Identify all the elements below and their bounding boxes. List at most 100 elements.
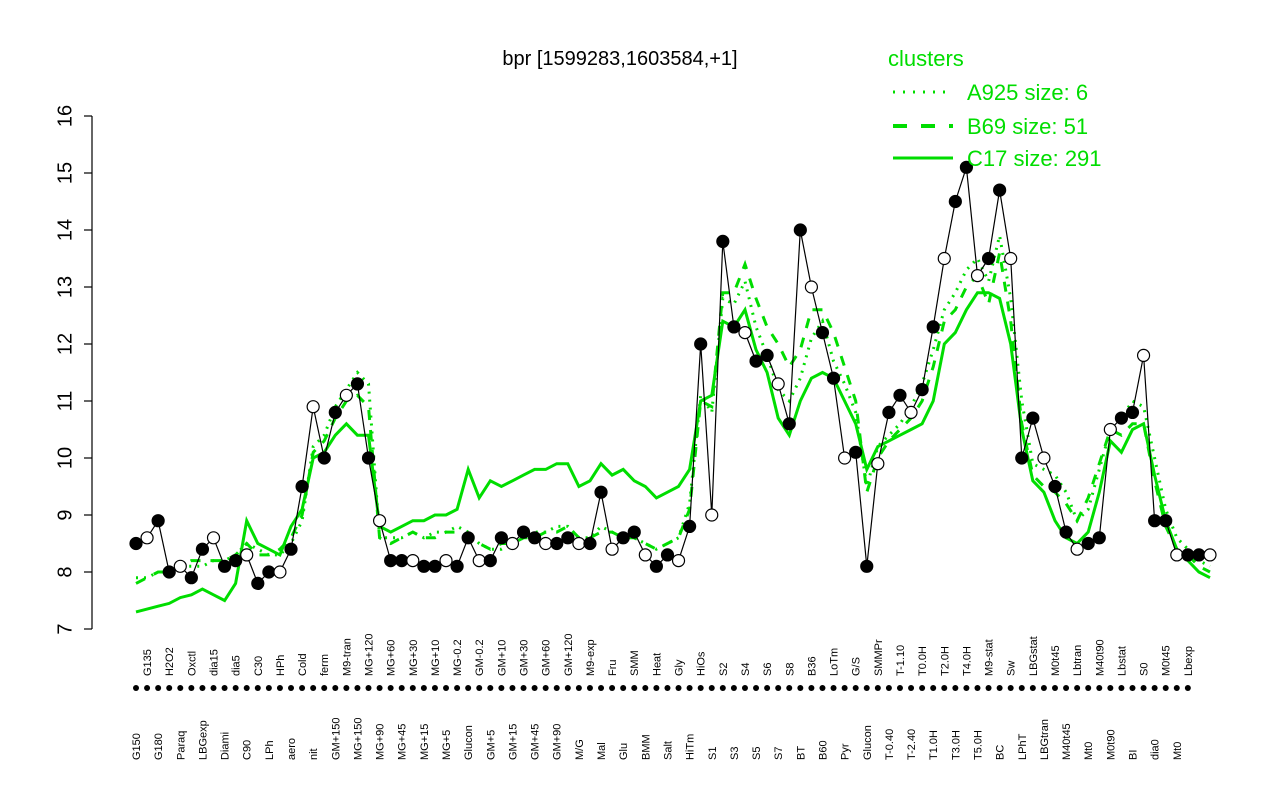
x-tick-label: M9-tran — [341, 638, 353, 676]
x-tick-dot — [564, 685, 571, 691]
x-tick-label: BC — [995, 745, 1007, 760]
x-tick-label: LBGexp — [197, 720, 209, 760]
x-tick-label: LPhT — [1017, 733, 1029, 760]
x-tick-label: HiTm — [685, 734, 697, 760]
x-tick-label: H2O2 — [164, 647, 176, 676]
data-point — [727, 320, 741, 334]
x-tick-dot — [653, 685, 660, 691]
x-tick-dot — [719, 685, 726, 691]
x-tick-dot — [276, 685, 283, 691]
x-tick-label: GM+150 — [330, 718, 342, 761]
x-tick-label: MG+30 — [408, 640, 420, 676]
data-point — [173, 559, 187, 573]
x-tick-dot — [553, 685, 560, 691]
x-tick-dot — [321, 685, 328, 691]
data-point — [184, 571, 198, 585]
data-point — [505, 536, 520, 551]
x-tick-label: Cold — [297, 653, 309, 676]
data-point — [295, 479, 309, 494]
x-tick-label: S1 — [707, 747, 719, 760]
x-tick-dot — [609, 685, 616, 691]
data-point — [428, 559, 442, 573]
data-point — [1170, 548, 1184, 562]
x-tick-dot — [1029, 685, 1036, 691]
x-tick-label: T4.0H — [961, 646, 973, 676]
x-tick-label: GM+5 — [485, 730, 497, 760]
x-tick-label: M/G — [574, 739, 586, 760]
x-tick-dot — [885, 685, 892, 691]
data-point — [1015, 451, 1029, 465]
data-point — [782, 417, 796, 431]
data-point — [694, 337, 708, 351]
x-tick-label: Heat — [651, 653, 663, 676]
x-tick-dot — [166, 685, 173, 691]
y-tick-label: 9 — [54, 509, 76, 520]
series-lines — [135, 235, 1211, 614]
x-tick-dot — [631, 685, 638, 691]
x-tick-label: LoTm — [829, 648, 841, 676]
data-point — [217, 559, 232, 573]
x-tick-label: S4 — [740, 663, 752, 676]
data-point — [926, 320, 940, 334]
x-tick-label: T0.0H — [917, 646, 929, 676]
x-tick-label: GM+45 — [530, 724, 542, 760]
x-tick-dot — [764, 685, 771, 691]
x-tick-label: nit — [308, 748, 320, 760]
x-tick-dot — [454, 685, 461, 691]
data-point — [815, 326, 830, 340]
x-tick-label: C30 — [253, 656, 265, 676]
data-point — [1048, 479, 1062, 494]
x-tick-label: Lbtran — [1072, 645, 1084, 676]
x-tick-dot — [874, 685, 881, 691]
x-tick-dot — [243, 685, 250, 691]
y-tick-label: 12 — [54, 333, 76, 355]
data-point — [605, 542, 619, 556]
x-tick-dot — [387, 685, 394, 691]
x-tick-dot — [908, 685, 915, 691]
x-tick-dot — [1018, 685, 1025, 691]
data-point — [328, 405, 342, 419]
x-tick-label: G150 — [131, 733, 143, 760]
x-tick-dot — [409, 685, 416, 691]
x-tick-dot — [1051, 685, 1058, 691]
data-point — [683, 519, 697, 534]
data-point — [550, 536, 564, 551]
data-point — [339, 388, 353, 402]
data-point — [1181, 548, 1195, 562]
x-tick-dot — [620, 685, 627, 691]
x-tick-label: GM+10 — [496, 640, 508, 676]
x-tick-dot — [675, 685, 682, 691]
x-tick-dot — [487, 685, 494, 691]
x-axis: G150 G135 G180 H2O2 Paraq Oxctl LBGexp dia15 Dia… — [131, 634, 1195, 761]
series-line-dotted — [136, 235, 1211, 580]
data-point — [317, 451, 331, 465]
x-tick-dot — [598, 685, 605, 691]
x-tick-dot — [1151, 685, 1158, 691]
x-tick-label: HiOs — [696, 651, 708, 676]
data-point — [1026, 411, 1040, 425]
data-point — [904, 405, 918, 419]
x-tick-dot — [996, 685, 1003, 691]
x-tick-label: Paraq — [175, 731, 187, 760]
x-tick-dot — [420, 685, 427, 691]
x-tick-dot — [708, 685, 715, 691]
y-tick-label: 14 — [54, 219, 76, 241]
x-tick-dot — [133, 685, 139, 691]
x-tick-label: dia15 — [209, 649, 221, 676]
x-tick-label: Diami — [220, 732, 232, 760]
x-tick-label: MG+5 — [441, 730, 453, 760]
y-tick-label: 13 — [54, 276, 76, 298]
data-point — [129, 536, 143, 551]
x-tick-dot — [985, 685, 992, 691]
data-point — [638, 548, 652, 562]
data-point — [893, 388, 907, 402]
data-point — [361, 451, 376, 465]
x-tick-dot — [808, 685, 815, 691]
x-tick-dot — [509, 685, 516, 691]
data-point — [561, 531, 575, 545]
x-tick-dot — [1107, 685, 1114, 691]
data-point — [483, 553, 497, 568]
x-tick-dot — [465, 685, 472, 691]
x-tick-dot — [177, 685, 184, 691]
x-tick-dot — [199, 685, 206, 691]
